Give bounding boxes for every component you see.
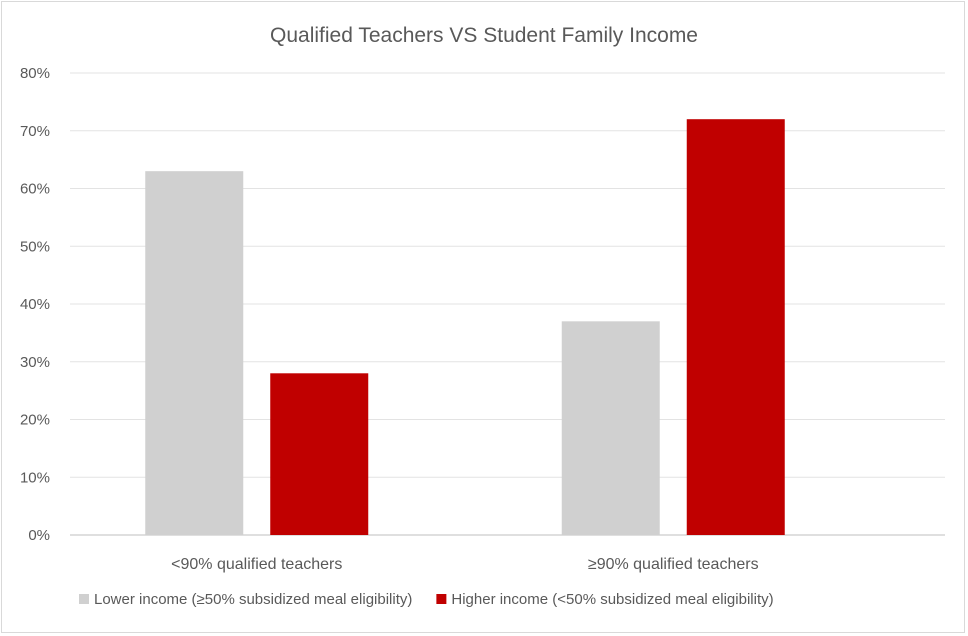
y-tick-label: 40% bbox=[20, 296, 50, 313]
y-tick-label: 10% bbox=[20, 469, 50, 486]
bar-higher-income bbox=[686, 119, 785, 535]
legend-label: Lower income (≥50% subsidized meal eligi… bbox=[94, 591, 412, 608]
y-axis-ticks: 0% 10% 20% 30% 40% 50% 60% 70% 80% bbox=[20, 65, 50, 544]
y-tick-label: 50% bbox=[20, 238, 50, 255]
legend-swatch bbox=[79, 594, 89, 604]
y-tick-label: 70% bbox=[20, 123, 50, 140]
chart-title: Qualified Teachers VS Student Family Inc… bbox=[270, 24, 698, 47]
bar-lower-income bbox=[561, 321, 660, 535]
y-tick-label: 30% bbox=[20, 354, 50, 371]
x-category-label: <90% qualified teachers bbox=[171, 556, 342, 573]
x-category-label: ≥90% qualified teachers bbox=[588, 556, 759, 573]
legend-item: Lower income (≥50% subsidized meal eligi… bbox=[79, 591, 412, 608]
bars bbox=[145, 119, 785, 536]
bar-higher-income bbox=[270, 373, 369, 535]
legend-item: Higher income (<50% subsidized meal elig… bbox=[436, 591, 774, 608]
y-tick-label: 60% bbox=[20, 181, 50, 198]
x-axis-categories: <90% qualified teachers ≥90% qualified te… bbox=[171, 556, 758, 573]
y-tick-label: 0% bbox=[28, 527, 50, 544]
bar-lower-income bbox=[145, 171, 244, 536]
legend-swatch bbox=[436, 594, 447, 604]
legend: Lower income (≥50% subsidized meal eligi… bbox=[79, 591, 774, 608]
y-tick-label: 20% bbox=[20, 412, 50, 429]
legend-label: Higher income (<50% subsidized meal elig… bbox=[451, 591, 773, 608]
y-tick-label: 80% bbox=[20, 65, 50, 82]
